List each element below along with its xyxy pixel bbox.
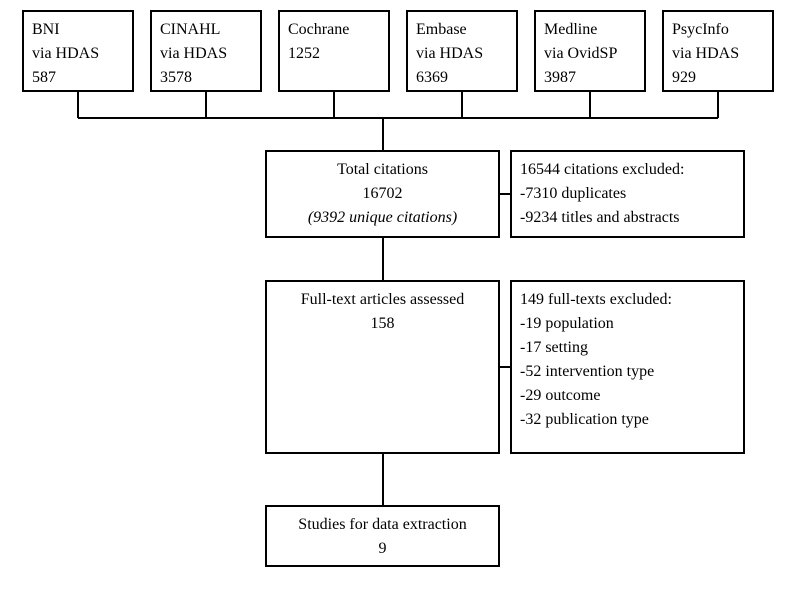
fulltext-assessed-box: Full-text articles assessed 158 — [265, 280, 500, 454]
excl-ft-l2: -17 setting — [520, 336, 735, 360]
excl-ft-l5: -32 publication type — [520, 408, 735, 432]
total-citations-box: Total citations 16702 (9392 unique citat… — [265, 150, 500, 238]
db-count: 6369 — [416, 66, 508, 90]
excl-ft-title: 149 full-texts excluded: — [520, 288, 735, 312]
total-title: Total citations — [275, 158, 490, 182]
db-box-embase: Embase via HDAS 6369 — [406, 10, 518, 92]
db-box-cochrane: Cochrane 1252 — [278, 10, 390, 92]
db-count: 929 — [672, 66, 764, 90]
final-count: 9 — [275, 537, 490, 561]
db-via: via HDAS — [160, 42, 252, 66]
fulltext-title: Full-text articles assessed — [275, 288, 490, 312]
db-box-bni: BNI via HDAS 587 — [22, 10, 134, 92]
db-name: CINAHL — [160, 18, 252, 42]
db-count: 587 — [32, 66, 124, 90]
final-studies-box: Studies for data extraction 9 — [265, 505, 500, 567]
db-box-cinahl: CINAHL via HDAS 3578 — [150, 10, 262, 92]
excl-ft-l3: -52 intervention type — [520, 360, 735, 384]
excl-screen-l1: -7310 duplicates — [520, 182, 735, 206]
screening-excluded-box: 16544 citations excluded: -7310 duplicat… — [510, 150, 745, 238]
db-via: via HDAS — [672, 42, 764, 66]
db-count: 3578 — [160, 66, 252, 90]
db-name: Medline — [544, 18, 636, 42]
db-box-psycinfo: PsycInfo via HDAS 929 — [662, 10, 774, 92]
db-name: Embase — [416, 18, 508, 42]
excl-ft-l4: -29 outcome — [520, 384, 735, 408]
excl-ft-l1: -19 population — [520, 312, 735, 336]
total-unique: (9392 unique citations) — [275, 206, 490, 230]
excl-screen-l2: -9234 titles and abstracts — [520, 206, 735, 230]
final-title: Studies for data extraction — [275, 513, 490, 537]
fulltext-excluded-box: 149 full-texts excluded: -19 population … — [510, 280, 745, 454]
db-box-medline: Medline via OvidSP 3987 — [534, 10, 646, 92]
db-count: 3987 — [544, 66, 636, 90]
db-name: PsycInfo — [672, 18, 764, 42]
db-name: BNI — [32, 18, 124, 42]
db-name: Cochrane — [288, 18, 380, 42]
db-via: via HDAS — [416, 42, 508, 66]
fulltext-count: 158 — [275, 312, 490, 336]
total-count: 16702 — [275, 182, 490, 206]
db-count: 1252 — [288, 42, 380, 66]
db-via: via OvidSP — [544, 42, 636, 66]
excl-screen-title: 16544 citations excluded: — [520, 158, 735, 182]
db-via: via HDAS — [32, 42, 124, 66]
